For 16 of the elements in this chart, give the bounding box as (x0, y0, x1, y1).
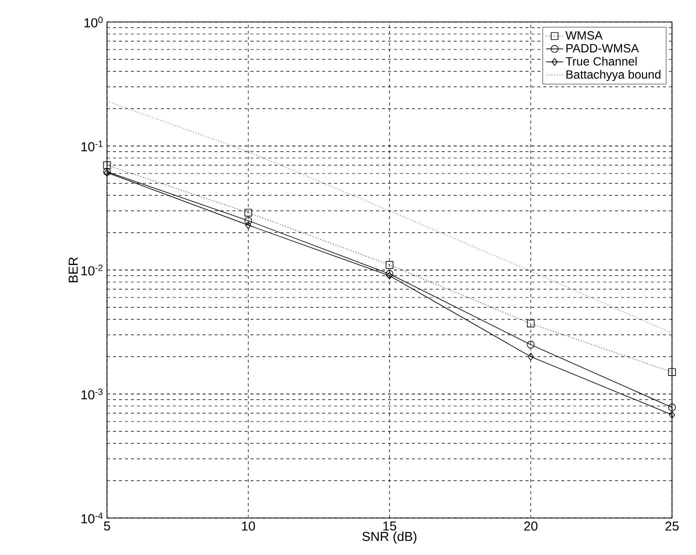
legend-label: Battachyya bound (566, 70, 660, 82)
x-tick-label: 5 (104, 522, 110, 531)
legend-label: PADD-WMSA (566, 44, 639, 52)
y-tick-label: 10$^{0}$ (84, 16, 103, 28)
x-tick-label: 25 (665, 522, 679, 531)
y-axis-title: BER (68, 257, 78, 282)
x-tick-label: 20 (524, 522, 538, 531)
y-tick-label: 10$^{-1}$ (82, 140, 103, 152)
x-tick-label: 15 (383, 522, 396, 531)
y-tick-label: 10$^{-2}$ (82, 264, 103, 276)
y-tick-label: 10$^{-4}$ (82, 512, 103, 524)
x-tick-label: 10 (242, 522, 255, 531)
x-axis-title: SNR (dB) (362, 532, 416, 544)
legend-label: WMSA (566, 31, 603, 40)
legend-label: True Channel (566, 56, 637, 66)
y-tick-label: 10$^{-3}$ (82, 388, 103, 400)
